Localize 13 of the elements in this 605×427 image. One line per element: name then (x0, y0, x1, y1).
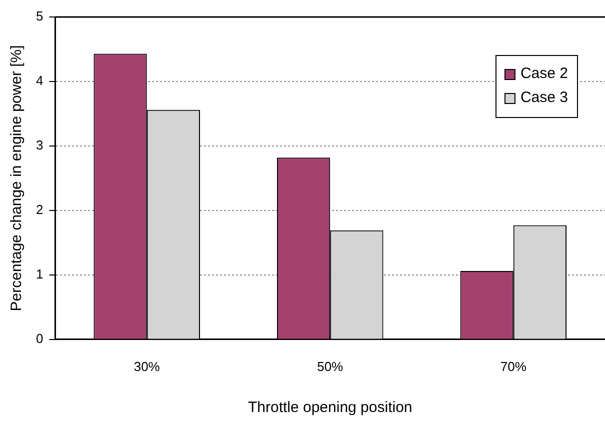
x-tick-label: 70% (500, 358, 527, 374)
y-tick-label: 0 (36, 330, 44, 346)
legend-label: Case 3 (520, 89, 568, 106)
legend-label: Case 2 (520, 65, 568, 82)
y-tick-label: 1 (36, 266, 44, 282)
x-axis-title: Throttle opening position (248, 399, 412, 416)
x-tick-label: 30% (134, 358, 160, 374)
y-tick-label: 5 (36, 8, 44, 24)
y-axis-title: Percentage change in engine power [%] (8, 45, 26, 312)
y-tick-label: 4 (36, 73, 44, 88)
x-tick-label: 50% (317, 358, 344, 374)
y-tick-label: 2 (36, 202, 44, 218)
y-tick-label: 3 (36, 138, 44, 153)
